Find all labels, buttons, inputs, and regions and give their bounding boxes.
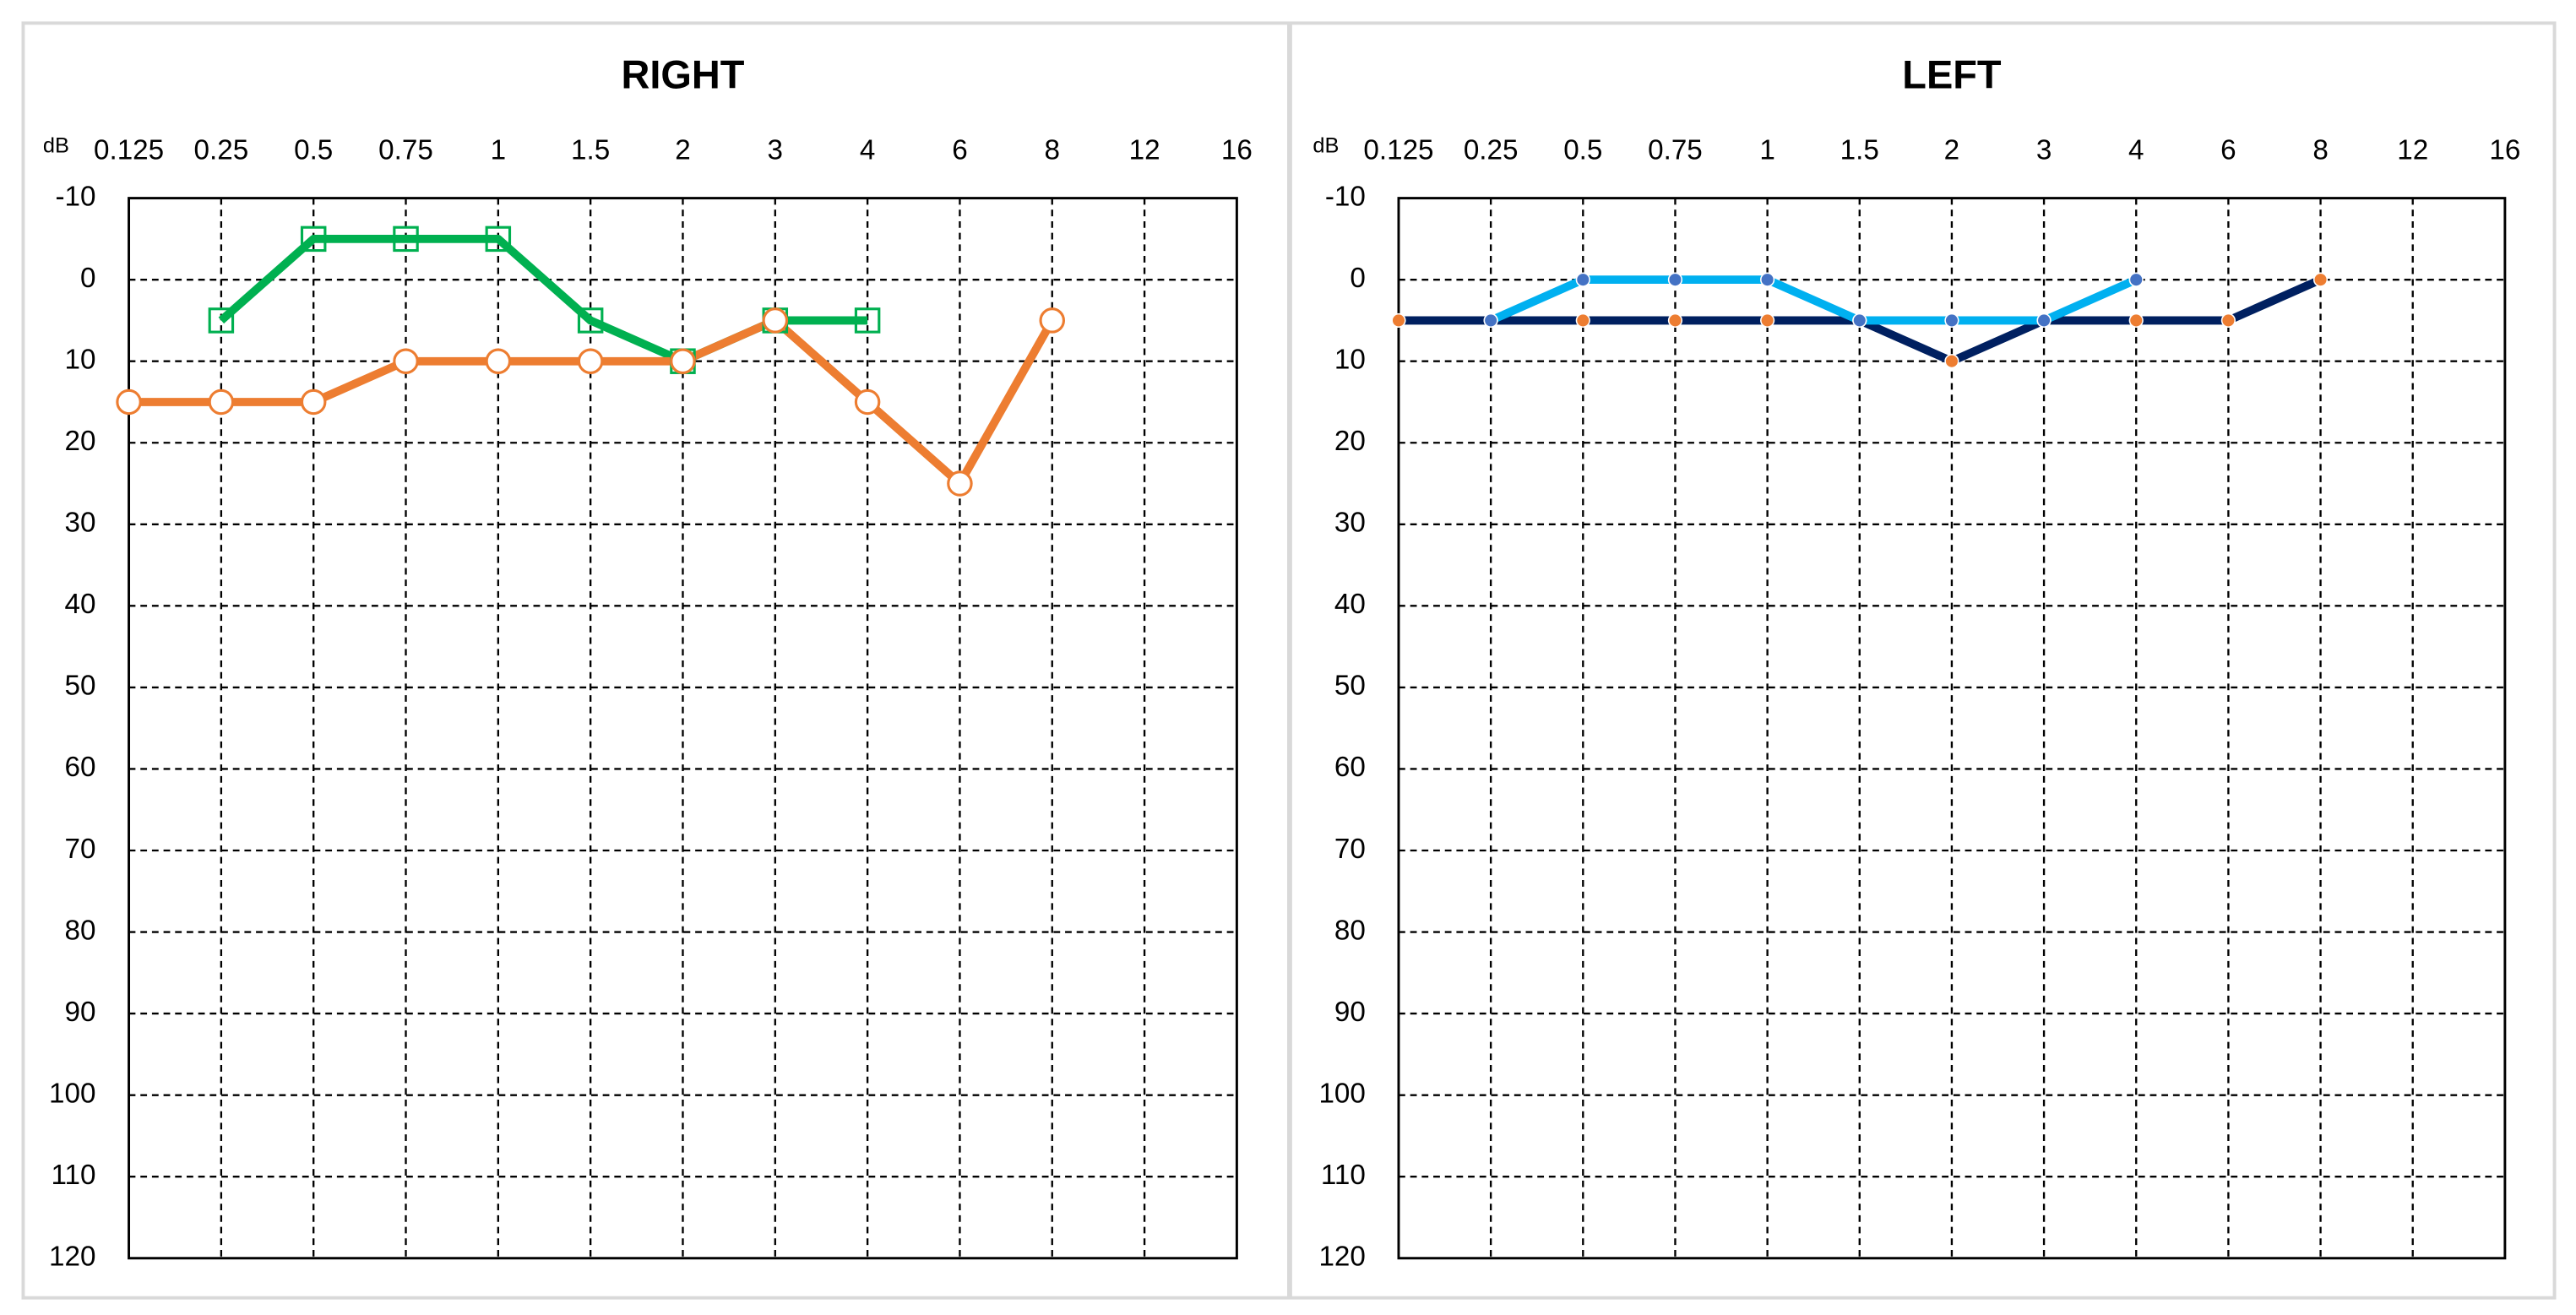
x-tick-label: 0.75 [378,135,433,166]
x-tick-label: 1.5 [571,135,610,166]
marker [1575,312,1590,329]
marker [208,389,235,416]
x-tick-label: 0.25 [1464,135,1519,166]
x-tick-label: 3 [2036,135,2052,166]
marker [1575,272,1590,287]
x-tick-label: 0.25 [194,135,249,166]
x-tick-label: 8 [1045,135,1060,166]
x-tick-label: 16 [2489,135,2520,166]
marker [485,226,512,253]
series-line [1489,275,2139,325]
y-tick-label: 120 [49,1242,95,1273]
marker [1760,272,1775,287]
marker [300,226,327,253]
x-tick-label: 0.125 [1363,135,1433,166]
y-tick-label: 70 [65,834,96,865]
x-tick-label: 0.5 [294,135,333,166]
y-tick-label: 20 [1334,426,1366,457]
y-tick-label: 30 [65,508,96,539]
x-tick-label: 4 [860,135,875,166]
x-tick-label: 3 [768,135,783,166]
marker [1667,312,1683,329]
marker [393,348,419,374]
y-tick-label: 60 [65,752,96,783]
y-tick-label: 100 [1318,1078,1365,1109]
y-tick-label: 110 [51,1160,95,1191]
x-tick-label: 6 [952,135,967,166]
marker [2128,272,2144,287]
marker [300,389,327,416]
y-tick-label: 0 [1350,263,1365,294]
x-tick-label: 0.5 [1563,135,1602,166]
x-tick-label: 0.125 [94,135,164,166]
marker [1039,307,1066,334]
y-tick-label: 0 [80,263,95,294]
marker [1391,312,1406,329]
y-tick-label: 120 [1318,1242,1365,1273]
y-tick-label: 20 [65,426,96,457]
y-tick-label: 70 [1334,834,1366,865]
y-tick-label: 80 [1334,915,1366,946]
y-tick-label: 50 [65,671,96,702]
x-tick-label: 12 [2397,135,2428,166]
x-tick-label: 12 [1129,135,1160,166]
marker [2312,272,2329,287]
y-tick-label: 40 [65,589,96,620]
y-tick-label: 10 [1334,344,1366,375]
y-axis-label: dB [43,134,69,158]
x-tick-label: 16 [1221,135,1253,166]
chart-title: RIGHT [622,52,745,96]
marker [762,307,789,334]
marker [2036,312,2052,329]
y-tick-label: -10 [1325,181,1366,212]
marker [1483,312,1498,329]
x-tick-label: 0.75 [1648,135,1703,166]
y-tick-label: 60 [1334,752,1366,783]
y-tick-label: 110 [1321,1160,1366,1191]
y-tick-label: 50 [1334,671,1366,702]
x-tick-label: 1 [1759,135,1774,166]
plot-border [1397,197,2507,1260]
y-tick-label: 90 [1334,997,1366,1028]
y-tick-label: -10 [55,181,95,212]
marker [1760,312,1775,329]
marker [1944,354,1959,369]
marker [577,307,604,334]
y-tick-label: 100 [49,1078,95,1109]
marker [116,389,142,416]
y-tick-label: 30 [1334,508,1366,539]
marker [208,307,235,334]
marker [1667,272,1683,287]
marker [1944,312,1959,329]
marker [393,226,419,253]
x-tick-label: 1 [491,135,506,166]
marker [577,348,604,374]
marker [854,389,881,416]
y-tick-label: 10 [65,344,96,375]
x-tick-label: 2 [1944,135,1959,166]
x-tick-label: 2 [675,135,690,166]
marker [670,348,696,374]
x-tick-label: 6 [2220,135,2236,166]
marker [854,307,881,334]
plot-border [128,197,1238,1260]
y-tick-label: 80 [65,915,96,946]
y-axis-label: dB [1312,134,1339,158]
y-tick-label: 40 [1334,589,1366,620]
x-tick-label: 1.5 [1840,135,1879,166]
marker [1852,312,1867,329]
x-tick-label: 4 [2128,135,2144,166]
x-tick-label: 8 [2312,135,2328,166]
y-tick-label: 90 [65,997,96,1028]
marker [947,470,973,497]
marker [2128,312,2144,329]
marker [2220,312,2236,329]
marker [485,348,512,374]
chart-title: LEFT [1902,52,2002,96]
